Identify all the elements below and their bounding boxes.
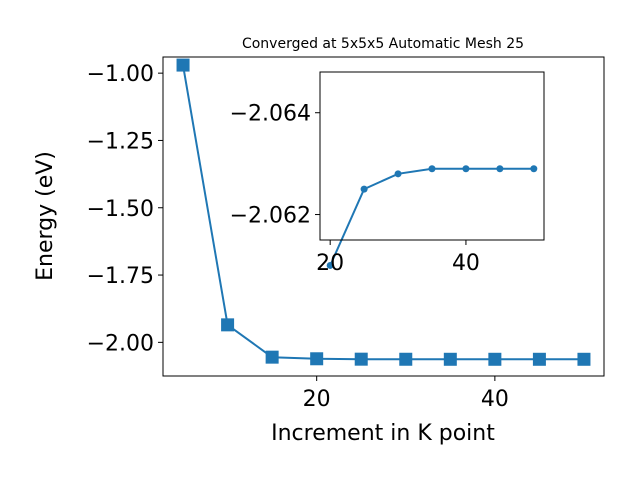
data-point: [310, 352, 324, 366]
inset-ticks: 20 40 −2.064 −2.062: [230, 102, 480, 276]
main-series: [176, 58, 591, 366]
data-point: [326, 261, 334, 269]
y-tick-label: −1.00: [87, 62, 154, 87]
y-tick-label: −2.064: [230, 102, 311, 127]
data-point: [265, 350, 279, 364]
data-point: [394, 170, 402, 178]
x-tick-label: 40: [481, 387, 509, 412]
chart-title: Converged at 5x5x5 Automatic Mesh 25: [242, 36, 524, 52]
main-axes: 20 40 −1.00 −1.25 −1.50 −1.75 −2.00: [87, 56, 605, 412]
y-axis-label: Energy (eV): [33, 151, 58, 281]
x-tick-label: 40: [452, 251, 480, 276]
y-tick-label: −1.25: [87, 129, 154, 154]
series-line: [182, 64, 584, 361]
inset-axes: 20 40 −2.064 −2.062: [230, 71, 545, 276]
data-point: [530, 165, 538, 173]
data-point: [532, 352, 546, 366]
inset-plot-frame: [319, 71, 545, 241]
y-tick-label: −1.50: [87, 197, 154, 222]
x-tick-label: 20: [303, 387, 331, 412]
data-point: [462, 165, 470, 173]
inset-series: [326, 165, 538, 269]
main-ticks: 20 40 −1.00 −1.25 −1.50 −1.75 −2.00: [87, 62, 509, 412]
data-point: [176, 58, 190, 72]
data-point: [443, 352, 457, 366]
data-point: [577, 352, 591, 366]
inset-background: [320, 72, 544, 240]
x-tick-label: 20: [316, 251, 344, 276]
y-tick-label: −2.00: [87, 331, 154, 356]
data-point: [354, 352, 368, 366]
y-tick-label: −1.75: [87, 264, 154, 289]
x-axis-label: Increment in K point: [271, 421, 495, 446]
data-point: [428, 165, 436, 173]
data-point: [360, 185, 368, 193]
data-point: [221, 318, 235, 332]
data-point: [399, 352, 413, 366]
y-tick-label: −2.062: [230, 204, 311, 229]
main-plot-frame: [162, 56, 605, 377]
data-point: [496, 165, 504, 173]
data-point: [488, 352, 502, 366]
